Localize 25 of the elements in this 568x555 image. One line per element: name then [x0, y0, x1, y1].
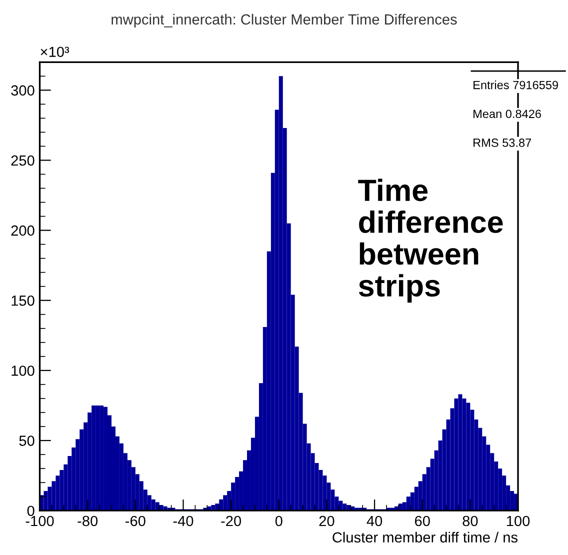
x-axis-title: Cluster member diff time / ns	[332, 532, 518, 543]
x-tick-label: -60	[126, 516, 146, 526]
annotation: Time difference between strips	[358, 178, 503, 303]
y-tick-label: 300	[11, 85, 34, 96]
x-tick-label: 40	[366, 516, 382, 526]
y-tick-label: 250	[11, 155, 34, 166]
text: ×10³	[40, 46, 70, 58]
x-tick-label: 60	[414, 516, 430, 526]
x-tick-label: 80	[462, 516, 478, 526]
x-tick-label: -80	[78, 516, 98, 526]
y-tick-label: 150	[12, 295, 34, 306]
x-tick-label: -100	[26, 516, 54, 526]
x-tick-label: 20	[319, 516, 334, 526]
chart-title: mwpcint_innercath: Cluster Member Time Differences	[112, 14, 457, 28]
annotation: Mean 0.8426	[474, 110, 541, 118]
y-tick-label: 100	[12, 366, 34, 376]
x-tick-label: 100	[506, 516, 530, 526]
x-tick-label: -40	[173, 516, 194, 526]
x-tick-label: 0	[275, 516, 282, 526]
y-tick-label: 0	[27, 506, 34, 516]
y-tick-label: 50	[19, 436, 34, 446]
annotation: Entries 7916559	[474, 80, 558, 90]
x-tick-label: -20	[221, 516, 242, 526]
annotation: RMS 53.87	[474, 138, 532, 147]
y-tick-label: 200	[11, 225, 34, 236]
